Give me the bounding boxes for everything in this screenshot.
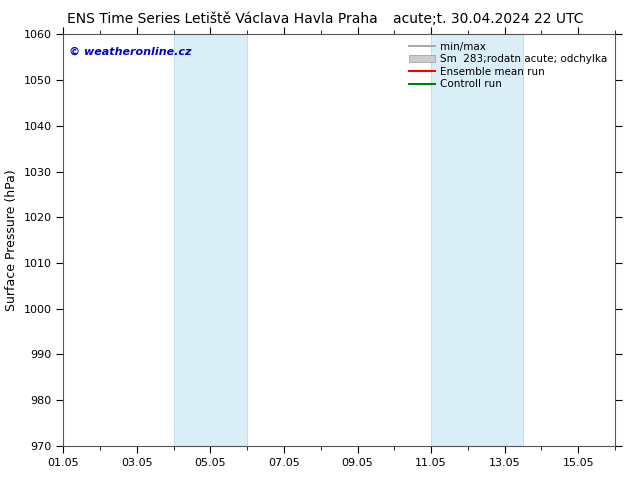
Text: acute;t. 30.04.2024 22 UTC: acute;t. 30.04.2024 22 UTC: [393, 12, 583, 26]
Bar: [174, 34, 247, 446]
Text: © weatheronline.cz: © weatheronline.cz: [69, 47, 191, 57]
Bar: [431, 34, 523, 446]
Y-axis label: Surface Pressure (hPa): Surface Pressure (hPa): [5, 169, 18, 311]
Text: ENS Time Series Letiště Václava Havla Praha: ENS Time Series Letiště Václava Havla Pr…: [67, 12, 377, 26]
Legend: min/max, Sm  283;rodatn acute; odchylka, Ensemble mean run, Controll run: min/max, Sm 283;rodatn acute; odchylka, …: [407, 40, 610, 92]
